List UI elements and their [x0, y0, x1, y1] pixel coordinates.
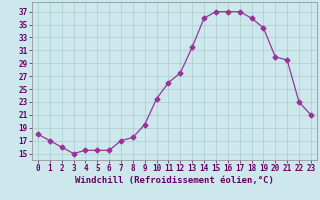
X-axis label: Windchill (Refroidissement éolien,°C): Windchill (Refroidissement éolien,°C) [75, 176, 274, 185]
